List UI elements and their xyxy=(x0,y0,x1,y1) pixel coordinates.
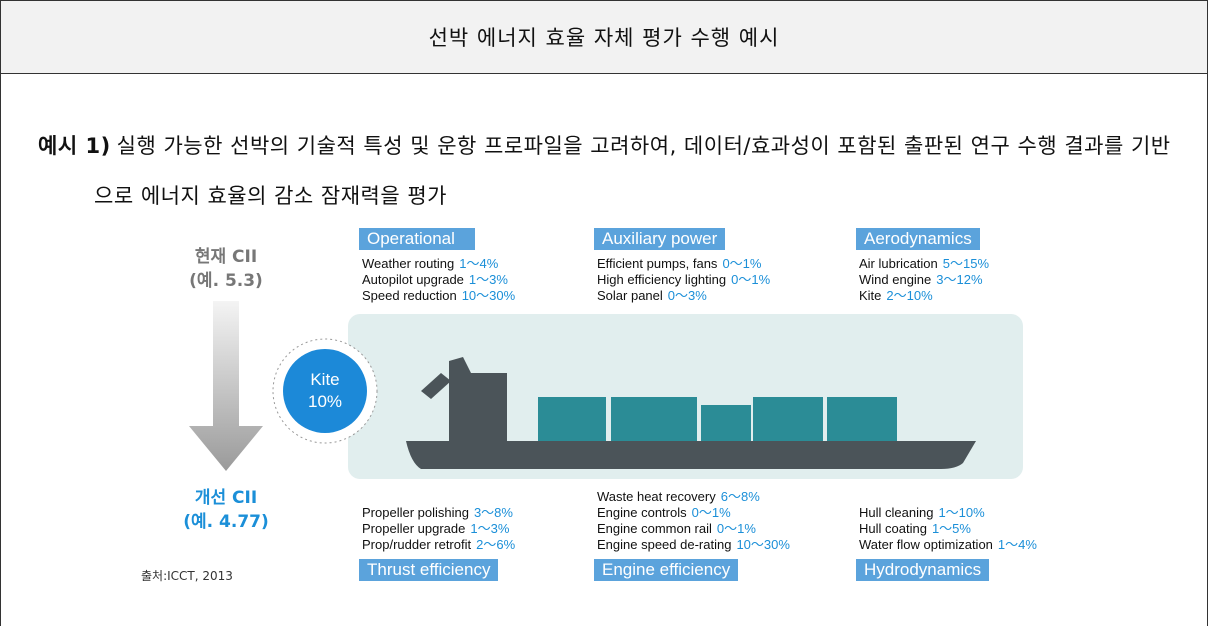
badge-label: Kite xyxy=(285,369,365,391)
badge-value: 10% xyxy=(285,391,365,413)
item-name: Prop/rudder retrofit xyxy=(362,537,471,552)
source: 출처:ICCT, 2013 xyxy=(141,567,233,584)
group-title: Operational xyxy=(359,228,475,250)
group: Auxiliary power Efficient pumps, fans 0～1%… xyxy=(594,228,773,310)
item: Propeller polishing 3～8% xyxy=(362,505,515,521)
group-title: Thrust efficiency xyxy=(359,559,498,581)
item: Prop/rudder retrofit 2～6% xyxy=(362,537,515,553)
item: Hull coating 1～5% xyxy=(859,521,1037,537)
item-range: 1～3% xyxy=(470,521,509,536)
improved-label: 개선 CII xyxy=(166,486,286,510)
item-range: 1～10% xyxy=(938,505,984,520)
item-range: 0～1% xyxy=(731,272,770,287)
group: Waste heat recovery 6～8% Engine controls 0～… xyxy=(594,483,793,581)
item: Waste heat recovery 6～8% xyxy=(597,489,790,505)
item: Weather routing 1～4% xyxy=(362,256,515,272)
item-name: Wind engine xyxy=(859,272,931,287)
group: Operational Weather routing 1～4%Autopilot … xyxy=(359,228,518,310)
item: Kite 2～10% xyxy=(859,288,989,304)
group-items: Hull cleaning 1～10% Hull coating 1～5%Water … xyxy=(856,499,1040,559)
item-range: 0～3% xyxy=(668,288,707,303)
item-range: 5～15% xyxy=(943,256,989,271)
item-range: 0～1% xyxy=(717,521,756,536)
item-name: Solar panel xyxy=(597,288,663,303)
group-items: Waste heat recovery 6～8% Engine controls 0～… xyxy=(594,483,793,559)
item-range: 2～6% xyxy=(476,537,515,552)
item: Engine speed de-rating 10～30% xyxy=(597,537,790,553)
item-name: High efficiency lighting xyxy=(597,272,726,287)
item-range: 1～3% xyxy=(469,272,508,287)
item: Solar panel 0～3% xyxy=(597,288,770,304)
item: Engine common rail 0～1% xyxy=(597,521,790,537)
item-name: Air lubrication xyxy=(859,256,938,271)
item: Air lubrication 5～15% xyxy=(859,256,989,272)
item: Wind engine 3～12% xyxy=(859,272,989,288)
group-title: Auxiliary power xyxy=(594,228,725,250)
item-name: Efficient pumps, fans xyxy=(597,256,717,271)
item-range: 0～1% xyxy=(692,505,731,520)
item-name: Propeller polishing xyxy=(362,505,469,520)
item-name: Kite xyxy=(859,288,881,303)
improved-value: (예. 4.77) xyxy=(166,510,286,534)
item-name: Hull coating xyxy=(859,521,927,536)
item-range: 3～12% xyxy=(936,272,982,287)
item-name: Propeller upgrade xyxy=(362,521,465,536)
item-range: 10～30% xyxy=(736,537,789,552)
item-name: Hull cleaning xyxy=(859,505,933,520)
item-name: Speed reduction xyxy=(362,288,457,303)
item-name: Engine common rail xyxy=(597,521,712,536)
item: Autopilot upgrade 1～3% xyxy=(362,272,515,288)
current-value: (예. 5.3) xyxy=(166,269,286,293)
item-name: Engine speed de-rating xyxy=(597,537,731,552)
group-title: Engine efficiency xyxy=(594,559,738,581)
item-range: 2～10% xyxy=(886,288,932,303)
group-title: Hydrodynamics xyxy=(856,559,989,581)
item: Efficient pumps, fans 0～1% xyxy=(597,256,770,272)
item: Engine controls 0～1% xyxy=(597,505,790,521)
item-range: 0～1% xyxy=(722,256,761,271)
item: Propeller upgrade 1～3% xyxy=(362,521,515,537)
item: Speed reduction 10～30% xyxy=(362,288,515,304)
item-name: Water flow optimization xyxy=(859,537,993,552)
item: Water flow optimization 1～4% xyxy=(859,537,1037,553)
badge-text: Kite 10% xyxy=(285,369,365,413)
page: 선박 에너지 효율 자체 평가 수행 예시 예시 1)실행 가능한 선박의 기술… xyxy=(0,0,1208,626)
item-name: Engine controls xyxy=(597,505,687,520)
item-name: Waste heat recovery xyxy=(597,489,716,504)
arrow xyxy=(189,301,263,471)
item-name: Weather routing xyxy=(362,256,454,271)
item-range: 1～4% xyxy=(459,256,498,271)
item-range: 3～8% xyxy=(474,505,513,520)
improved-cii: 개선 CII (예. 4.77) xyxy=(166,486,286,534)
item-range: 10～30% xyxy=(462,288,515,303)
current-cii: 현재 CII (예. 5.3) xyxy=(166,245,286,293)
group: Hull cleaning 1～10% Hull coating 1～5%Water … xyxy=(856,499,1040,581)
group-items: Weather routing 1～4%Autopilot upgrade 1～3%… xyxy=(359,250,518,310)
item-range: 1～5% xyxy=(932,521,971,536)
current-label: 현재 CII xyxy=(166,245,286,269)
item-range: 6～8% xyxy=(721,489,760,504)
item-name: Autopilot upgrade xyxy=(362,272,464,287)
item: Hull cleaning 1～10% xyxy=(859,505,1037,521)
item-range: 1～4% xyxy=(998,537,1037,552)
item: High efficiency lighting 0～1% xyxy=(597,272,770,288)
group-title: Aerodynamics xyxy=(856,228,980,250)
